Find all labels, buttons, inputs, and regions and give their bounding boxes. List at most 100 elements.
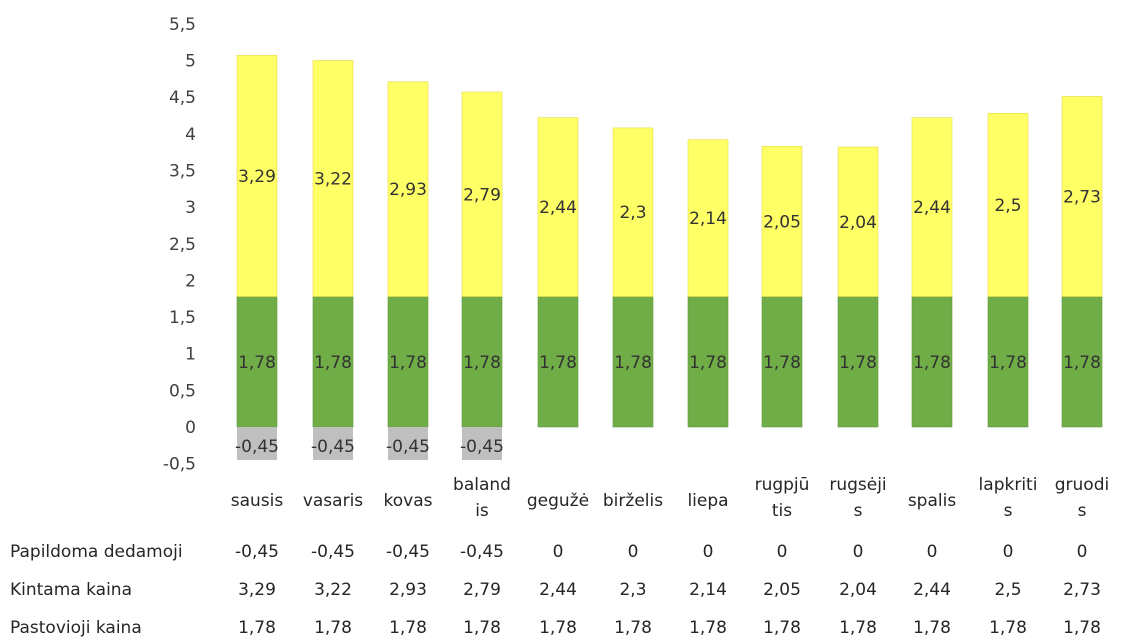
data-table: Papildoma dedamoji -0,45 -0,45 -0,45 -0,45 0 0… bbox=[10, 542, 1101, 638]
y-tick-label: 0,5 bbox=[169, 381, 196, 401]
table-cell: 1,78 bbox=[913, 618, 951, 638]
y-tick-label: 2,5 bbox=[169, 235, 196, 255]
data-label-papildoma: -0,45 bbox=[460, 437, 504, 457]
data-label-kintama: 3,22 bbox=[314, 170, 352, 190]
bar-pastovioji bbox=[1061, 296, 1103, 428]
data-label-pastovioji: 1,78 bbox=[614, 353, 652, 373]
bar-pastovioji bbox=[837, 296, 879, 428]
table-cell: 3,29 bbox=[238, 580, 276, 600]
data-label-pastovioji: 1,78 bbox=[1063, 353, 1101, 373]
table-cell: -0,45 bbox=[386, 542, 430, 562]
table-cell: 1,78 bbox=[539, 618, 577, 638]
category-label: kovas bbox=[384, 491, 433, 511]
data-label-kintama: 3,29 bbox=[238, 167, 276, 187]
table-cell: 3,22 bbox=[314, 580, 352, 600]
data-label-kintama: 2,44 bbox=[913, 198, 951, 218]
table-cell: 0 bbox=[703, 542, 714, 562]
bar-kintama bbox=[236, 55, 278, 297]
category-label: rugpjū bbox=[755, 475, 810, 495]
table-cell: 1,78 bbox=[989, 618, 1027, 638]
table-cell: -0,45 bbox=[235, 542, 279, 562]
bar-kintama bbox=[987, 112, 1029, 297]
table-cell: 2,5 bbox=[994, 580, 1021, 600]
category-labels: sausis vasaris kovas baland is gegužė birželis… bbox=[231, 475, 1109, 521]
table-cell: 1,78 bbox=[314, 618, 352, 638]
bar-kintama bbox=[312, 60, 354, 297]
category-label: birželis bbox=[603, 491, 663, 511]
table-cell: 2,14 bbox=[689, 580, 727, 600]
data-label-papildoma: -0,45 bbox=[235, 437, 279, 457]
table-cell: 1,78 bbox=[839, 618, 877, 638]
bar-kintama bbox=[537, 117, 579, 297]
bar-kintama bbox=[911, 117, 953, 297]
y-tick-label: 1,5 bbox=[169, 308, 196, 328]
category-label: gegužė bbox=[527, 491, 589, 511]
table-row-label: Kintama kaina bbox=[10, 580, 132, 600]
category-label: s bbox=[854, 501, 863, 521]
y-tick-label: -0,5 bbox=[163, 455, 196, 475]
bar-pastovioji bbox=[236, 296, 278, 428]
bar-kintama bbox=[761, 145, 803, 297]
data-label-papildoma: -0,45 bbox=[311, 437, 355, 457]
table-cell: 0 bbox=[927, 542, 938, 562]
bar-pastovioji bbox=[761, 296, 803, 428]
bar-pastovioji bbox=[987, 296, 1029, 428]
category-label: s bbox=[1078, 501, 1087, 521]
data-label-pastovioji: 1,78 bbox=[314, 353, 352, 373]
y-tick-label: 3 bbox=[185, 198, 196, 218]
table-cell: 2,05 bbox=[763, 580, 801, 600]
bar-papildoma bbox=[388, 427, 428, 460]
table-cell: 2,93 bbox=[389, 580, 427, 600]
category-label: vasaris bbox=[303, 491, 363, 511]
data-label-kintama: 2,04 bbox=[839, 213, 877, 233]
table-cell: -0,45 bbox=[311, 542, 355, 562]
table-cell: 1,78 bbox=[1063, 618, 1101, 638]
category-label: gruodi bbox=[1055, 475, 1109, 495]
data-label-papildoma: -0,45 bbox=[386, 437, 430, 457]
bar-kintama bbox=[612, 127, 654, 297]
category-label: lapkriti bbox=[979, 475, 1038, 495]
bar-kintama bbox=[461, 91, 503, 297]
y-tick-label: 4,5 bbox=[169, 88, 196, 108]
y-tick-label: 3,5 bbox=[169, 161, 196, 181]
data-label-pastovioji: 1,78 bbox=[689, 353, 727, 373]
table-cell: 2,73 bbox=[1063, 580, 1101, 600]
y-tick-label: 5,5 bbox=[169, 15, 196, 35]
table-cell: 0 bbox=[1003, 542, 1014, 562]
data-label-kintama: 2,3 bbox=[619, 203, 646, 223]
y-tick-label: 1 bbox=[185, 345, 196, 365]
data-label-pastovioji: 1,78 bbox=[389, 353, 427, 373]
y-axis: -0,5 0 0,5 1 1,5 2 2,5 3 3,5 4 4,5 5 5,5 bbox=[163, 15, 196, 475]
table-cell: -0,45 bbox=[460, 542, 504, 562]
table-cell: 0 bbox=[853, 542, 864, 562]
table-row-label: Papildoma dedamoji bbox=[10, 542, 183, 562]
data-label-pastovioji: 1,78 bbox=[238, 353, 276, 373]
table-cell: 0 bbox=[777, 542, 788, 562]
table-cell: 1,78 bbox=[389, 618, 427, 638]
bar-pastovioji bbox=[312, 296, 354, 428]
table-cell: 1,78 bbox=[763, 618, 801, 638]
bar-papildoma bbox=[237, 427, 277, 460]
table-cell: 2,3 bbox=[619, 580, 646, 600]
data-label-pastovioji: 1,78 bbox=[839, 353, 877, 373]
data-label-kintama: 2,5 bbox=[994, 196, 1021, 216]
category-label: rugsėji bbox=[829, 475, 886, 495]
data-label-kintama: 2,79 bbox=[463, 185, 501, 205]
table-cell: 2,79 bbox=[463, 580, 501, 600]
data-label-pastovioji: 1,78 bbox=[989, 353, 1027, 373]
table-cell: 0 bbox=[628, 542, 639, 562]
table-cell: 1,78 bbox=[614, 618, 652, 638]
table-cell: 0 bbox=[1077, 542, 1088, 562]
data-label-kintama: 2,44 bbox=[539, 198, 577, 218]
bar-pastovioji bbox=[911, 296, 953, 428]
bar-pastovioji bbox=[612, 296, 654, 428]
data-label-kintama: 2,05 bbox=[763, 212, 801, 232]
category-label: s bbox=[1004, 501, 1013, 521]
category-label: is bbox=[475, 501, 489, 521]
data-label-pastovioji: 1,78 bbox=[463, 353, 501, 373]
bar-kintama bbox=[687, 139, 729, 297]
table-cell: 1,78 bbox=[463, 618, 501, 638]
data-label-kintama: 2,14 bbox=[689, 209, 727, 229]
y-tick-label: 0 bbox=[185, 418, 196, 438]
